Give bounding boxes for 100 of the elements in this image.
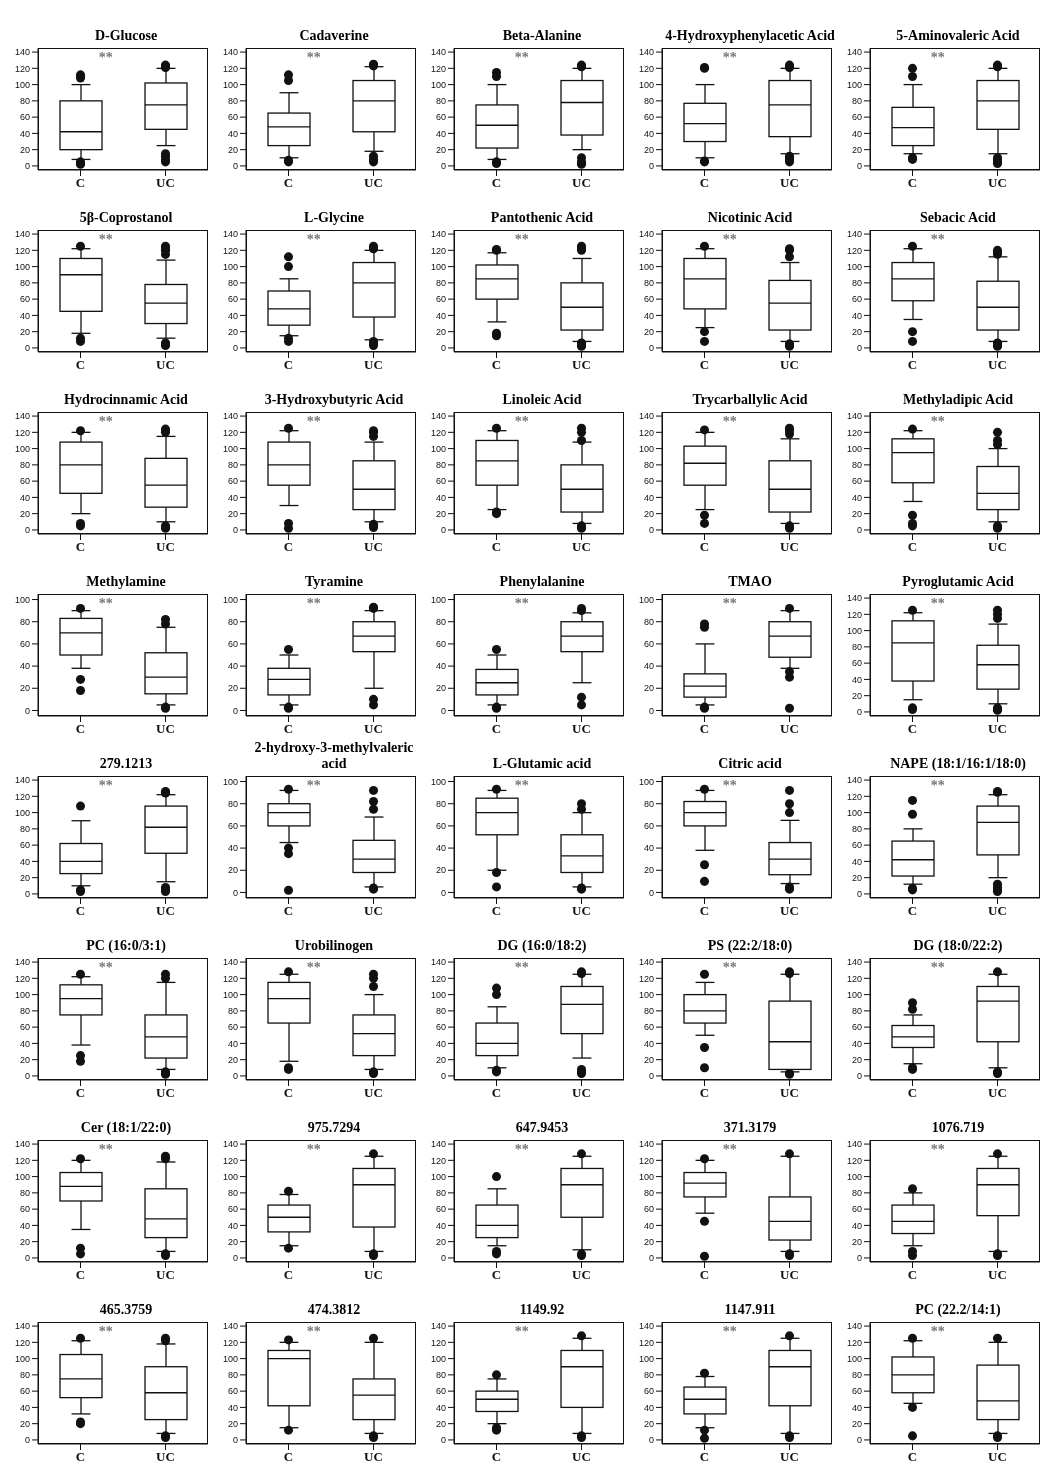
y-tick-label: 60 [643, 476, 654, 487]
y-tick-label: 120 [14, 1337, 30, 1348]
y-tick-label: 0 [232, 1071, 238, 1082]
y-tick-label: 80 [643, 96, 654, 107]
y-tick-label: 140 [14, 957, 30, 968]
y-tick-label: 60 [435, 476, 446, 487]
x-tick-label: UC [988, 903, 1007, 919]
y-tick-label: 140 [430, 229, 446, 240]
y-tick-label: 0 [24, 1435, 30, 1446]
y-tick-label: 120 [846, 791, 862, 802]
y-tick-label: 40 [19, 1402, 30, 1413]
y-tick-label: 140 [14, 47, 30, 58]
y-tick-label: 140 [638, 1321, 654, 1332]
y-tick-label: 0 [856, 161, 862, 172]
annotation: ** [514, 50, 529, 65]
y-tick-label: 40 [19, 1038, 30, 1049]
y-tick-label: 60 [435, 1386, 446, 1397]
y-tick-label: 80 [19, 1370, 30, 1381]
y-tick-label: 60 [19, 476, 30, 487]
y-tick-label: 100 [222, 443, 238, 454]
y-tick-label: 0 [24, 525, 30, 536]
y-tick-label: 80 [851, 642, 862, 653]
x-tick-label: C [283, 539, 294, 555]
x-tick-label: C [699, 903, 710, 919]
y-tick-label: 0 [440, 1071, 446, 1082]
y-tick-label: 100 [14, 989, 30, 1000]
annotation: ** [930, 414, 945, 429]
x-tick-label: C [491, 175, 502, 191]
y-tick-label: 140 [638, 957, 654, 968]
y-tick-label: 20 [227, 1236, 238, 1247]
y-tick-label: 80 [19, 460, 30, 471]
y-tick-label: 0 [232, 1435, 238, 1446]
y-tick-label: 60 [19, 112, 30, 123]
x-tick-label: C [699, 1085, 710, 1101]
x-tick-label: C [75, 1449, 86, 1465]
y-tick-label: 120 [14, 1155, 30, 1166]
chart-title: Beta-Alanine [502, 28, 582, 44]
y-tick-label: 100 [222, 1171, 238, 1182]
y-tick-label: 0 [856, 707, 862, 718]
y-tick-label: 40 [851, 674, 862, 685]
y-tick-label: 20 [19, 683, 30, 694]
x-tick-label: C [907, 1449, 918, 1465]
y-tick-label: 80 [435, 1370, 446, 1381]
annotation: ** [930, 232, 945, 247]
x-tick-label: UC [988, 1085, 1007, 1101]
y-tick-label: 100 [14, 594, 30, 605]
y-tick-label: 100 [638, 989, 654, 1000]
y-tick-label: 40 [435, 310, 446, 321]
y-tick-label: 40 [19, 1220, 30, 1231]
y-tick-label: 0 [648, 887, 654, 898]
y-tick-label: 120 [846, 63, 862, 74]
y-tick-label: 120 [14, 791, 30, 802]
y-tick-label: 20 [643, 144, 654, 155]
chart-title: Methyladipic Acid [902, 392, 1014, 408]
chart-title: L-Glycine [304, 210, 364, 226]
y-tick-label: 20 [435, 865, 446, 876]
y-tick-label: 60 [435, 294, 446, 305]
y-tick-label: 80 [643, 460, 654, 471]
y-tick-label: 60 [851, 294, 862, 305]
y-tick-label: 120 [846, 609, 862, 620]
y-tick-label: 100 [846, 1171, 862, 1182]
y-tick-label: 60 [435, 112, 446, 123]
y-tick-label: 60 [19, 294, 30, 305]
y-tick-label: 40 [851, 128, 862, 139]
chart-title: 474.3812 [307, 1302, 361, 1318]
annotation: ** [930, 1324, 945, 1339]
y-tick-label: 100 [846, 989, 862, 1000]
x-tick-label: UC [156, 903, 175, 919]
x-tick-label: UC [572, 175, 591, 191]
annotation: ** [930, 960, 945, 975]
y-tick-label: 0 [648, 1435, 654, 1446]
y-tick-label: 40 [19, 856, 30, 867]
y-tick-label: 140 [846, 1321, 862, 1332]
y-tick-label: 40 [19, 492, 30, 503]
y-tick-label: 100 [14, 1171, 30, 1182]
x-tick-label: UC [156, 539, 175, 555]
y-tick-label: 100 [846, 807, 862, 818]
y-tick-label: 120 [430, 245, 446, 256]
y-tick-label: 80 [227, 798, 238, 809]
y-tick-label: 100 [846, 79, 862, 90]
x-tick-label: C [491, 539, 502, 555]
x-tick-label: UC [988, 1267, 1007, 1283]
x-tick-label: C [75, 903, 86, 919]
y-tick-label: 120 [222, 245, 238, 256]
y-tick-label: 40 [643, 843, 654, 854]
y-tick-label: 100 [14, 79, 30, 90]
annotation: ** [306, 596, 321, 611]
y-tick-label: 80 [643, 1006, 654, 1017]
y-tick-label: 140 [846, 957, 862, 968]
y-tick-label: 20 [435, 326, 446, 337]
annotation: ** [722, 232, 737, 247]
y-tick-label: 120 [846, 973, 862, 984]
chart-title: 5β-Coprostanol [79, 210, 173, 226]
y-tick-label: 80 [851, 1188, 862, 1199]
x-tick-label: C [907, 539, 918, 555]
y-tick-label: 120 [222, 427, 238, 438]
y-tick-label: 140 [430, 1139, 446, 1150]
y-tick-label: 60 [851, 658, 862, 669]
x-tick-label: UC [156, 357, 175, 373]
x-tick-label: UC [780, 721, 799, 737]
